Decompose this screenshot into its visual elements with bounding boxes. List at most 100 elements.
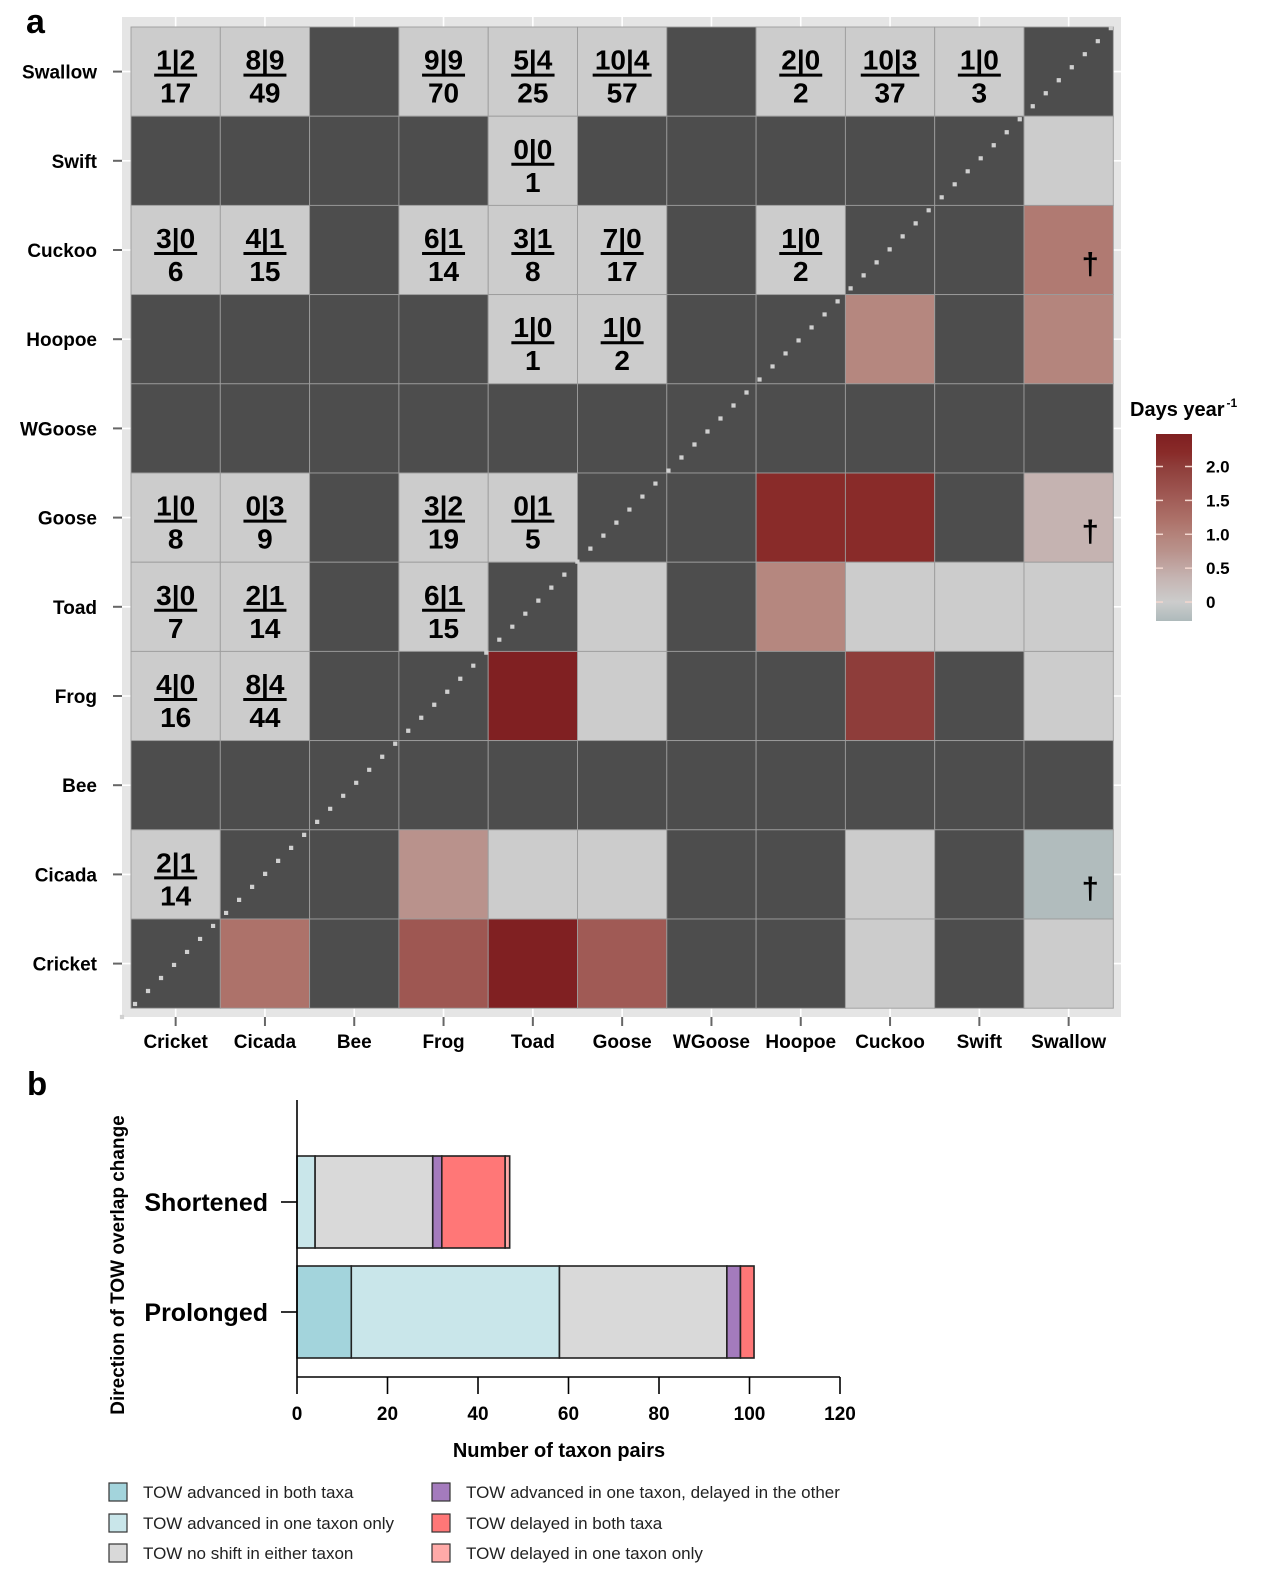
cell-counts-label: 1|0: [603, 312, 642, 343]
colorbar-gradient: [1156, 434, 1192, 621]
tile-no-data: [130, 294, 221, 385]
cell-counts-label: 1|2: [156, 45, 195, 76]
tile-value: [844, 650, 936, 742]
tile-value: [487, 829, 578, 920]
cell-total-label: 6: [168, 256, 184, 287]
cell-counts-label: 6|1: [424, 580, 463, 611]
heatmap-cell: [487, 561, 578, 652]
tile-value: [577, 918, 668, 1009]
tile-no-data: [577, 740, 668, 831]
heatmap-cell: [309, 115, 400, 206]
cell-total-label: 44: [249, 702, 281, 733]
colorbar-tick-label: 0: [1206, 593, 1215, 612]
heatmap-cell: 1|217: [130, 26, 221, 117]
x-tick-label: 0: [292, 1404, 303, 1425]
heatmap-cell: [755, 650, 846, 742]
heatmap-panel-a: 1|2178|9499|9705|42510|4572|0210|3371|03…: [20, 15, 1124, 1053]
heatmap-cell: 0|15: [487, 472, 578, 563]
cell-counts-label: 2|0: [781, 45, 820, 76]
cell-counts-label: 9|9: [424, 45, 463, 76]
significance-dagger: †: [1082, 514, 1099, 549]
tile-count: [130, 829, 221, 920]
heatmap-cell: 2|02: [755, 26, 846, 117]
tile-no-data: [934, 472, 1025, 563]
tile-no-data: [487, 740, 578, 831]
tile-no-data: [666, 561, 757, 652]
tile-no-data: [755, 383, 846, 474]
tile-count: [487, 294, 578, 385]
cell-counts-label: 0|1: [513, 491, 552, 522]
y-axis-label: WGoose: [20, 419, 97, 440]
heatmap-cell: [219, 918, 311, 1009]
x-axis-label: Goose: [593, 1032, 652, 1053]
tile-no-data: [309, 650, 400, 742]
heatmap-cell: [934, 383, 1025, 474]
cell-total-label: 15: [249, 256, 280, 287]
x-axis-label: Bee: [337, 1032, 372, 1053]
cell-total-label: 1: [525, 345, 541, 376]
heatmap-cell: [487, 918, 578, 1009]
bar-segment: [350, 1265, 561, 1359]
heatmap-cell: 0|01: [487, 115, 578, 206]
heatmap-cell: 9|970: [398, 26, 489, 117]
tile-no-data: [309, 829, 400, 920]
heatmap-cell: [666, 294, 757, 385]
heatmap-cell: †: [1023, 472, 1114, 563]
heatmap-cell: [1023, 115, 1114, 206]
heatmap-cell: [1023, 650, 1114, 742]
legend-swatch: [431, 1543, 451, 1563]
tile-value: [844, 918, 936, 1009]
y-axis-label: Toad: [53, 598, 97, 619]
heatmap-cell: [577, 650, 668, 742]
x-axis-label: Swift: [957, 1032, 1003, 1053]
tile-value: [1023, 204, 1114, 296]
legend-item: TOW advanced in both taxa: [108, 1482, 354, 1502]
heatmap-cell: [934, 650, 1025, 742]
y-axis-title: Direction of TOW overlap change: [108, 1115, 129, 1414]
heatmap-cell: 6|115: [398, 561, 489, 652]
heatmap-cell: [398, 115, 489, 206]
tile-no-data: [934, 204, 1025, 296]
colorbar-title-text: Days year: [1130, 399, 1225, 421]
cell-counts-label: 3|1: [513, 223, 552, 254]
heatmap-cell: [398, 829, 489, 920]
y-axis-label: Swallow: [22, 63, 97, 84]
heatmap-cell: 3|07: [130, 561, 221, 652]
bar-segment: [440, 1155, 506, 1249]
heatmap-cell: [755, 918, 846, 1009]
cell-counts-label: 4|0: [156, 669, 195, 700]
tile-no-data: [309, 383, 400, 474]
tile-no-data: [666, 472, 757, 563]
colorbar-tick-label: 1.0: [1206, 525, 1230, 544]
tile-count: [755, 26, 846, 117]
cell-counts-label: 5|4: [513, 45, 552, 76]
bar-segment: [431, 1155, 443, 1249]
heatmap-cell: [219, 115, 311, 206]
tile-no-data: [398, 740, 489, 831]
tile-no-data: [219, 115, 311, 206]
cell-counts-label: 7|0: [603, 223, 642, 254]
tile-no-data: [666, 115, 757, 206]
heatmap-cell: [934, 472, 1025, 563]
tile-count: [487, 115, 578, 206]
panel-a-label: a: [26, 3, 46, 41]
tile-no-data: [934, 115, 1025, 206]
tile-no-data: [666, 650, 757, 742]
colorbar-title: Days year -1: [1130, 396, 1238, 421]
heatmap-cell: [844, 918, 936, 1009]
heatmap-cell: [934, 829, 1025, 920]
cell-total-label: 3: [972, 78, 988, 109]
tile-no-data: [309, 472, 400, 563]
heatmap-cell: [130, 740, 221, 831]
heatmap-cell: [755, 472, 846, 563]
heatmap-cell: 1|08: [130, 472, 221, 563]
significance-dagger: †: [1082, 870, 1099, 905]
tile-value: [934, 561, 1025, 652]
heatmap-cell: [755, 561, 846, 652]
heatmap-cell: [844, 740, 936, 831]
tile-count: [219, 26, 311, 117]
tile-value: [1023, 829, 1114, 920]
heatmap-cell: †: [1023, 204, 1114, 296]
tile-value: [844, 829, 936, 920]
heatmap-cell: [577, 383, 668, 474]
